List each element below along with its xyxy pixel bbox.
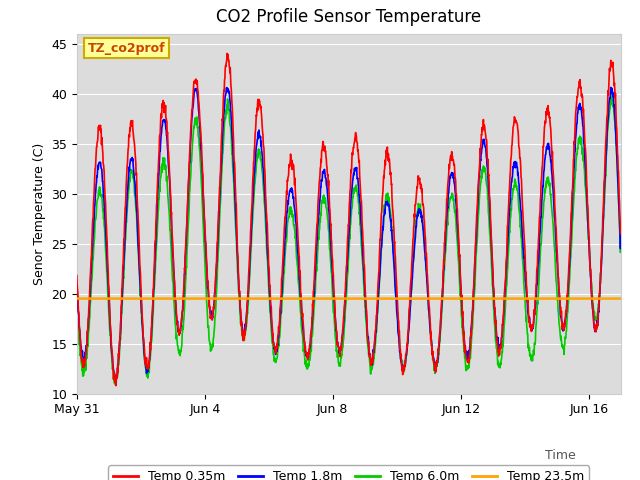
Title: CO2 Profile Sensor Temperature: CO2 Profile Sensor Temperature — [216, 9, 481, 26]
Text: TZ_co2prof: TZ_co2prof — [88, 42, 165, 55]
Y-axis label: Senor Temperature (C): Senor Temperature (C) — [33, 143, 45, 285]
Legend: Temp 0.35m, Temp 1.8m, Temp 6.0m, Temp 23.5m: Temp 0.35m, Temp 1.8m, Temp 6.0m, Temp 2… — [108, 465, 589, 480]
Text: Time: Time — [545, 449, 576, 462]
